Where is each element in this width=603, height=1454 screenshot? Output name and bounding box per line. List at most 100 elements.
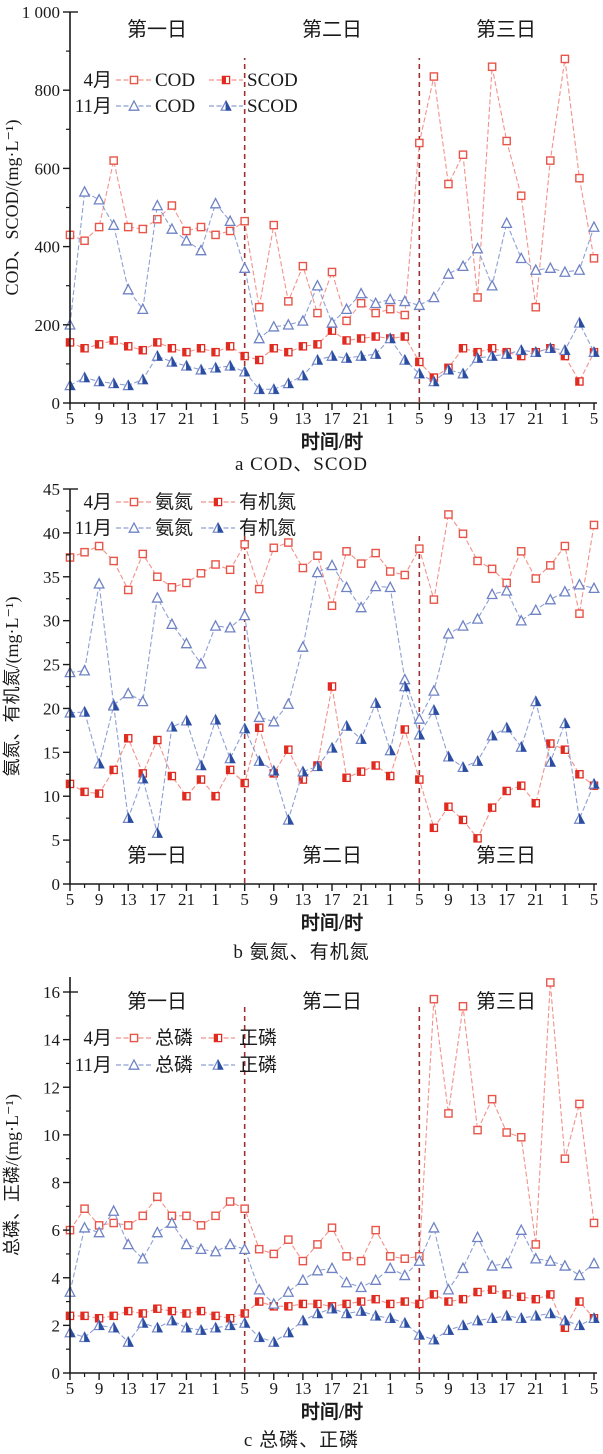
svg-text:4: 4 — [52, 1269, 61, 1288]
svg-text:30: 30 — [43, 612, 60, 631]
svg-text:10: 10 — [43, 1126, 60, 1145]
svg-text:1 000: 1 000 — [22, 3, 60, 22]
svg-text:氨氮: 氨氮 — [155, 517, 193, 539]
svg-text:13: 13 — [469, 890, 486, 909]
svg-text:17: 17 — [498, 890, 516, 909]
svg-text:13: 13 — [294, 890, 311, 909]
svg-text:10: 10 — [43, 787, 60, 806]
chart-a-caption: a COD、SCOD — [235, 454, 368, 475]
svg-text:第一日: 第一日 — [127, 18, 187, 41]
svg-text:17: 17 — [149, 890, 167, 909]
axes — [69, 11, 597, 404]
svg-text:正磷: 正磷 — [239, 1054, 277, 1076]
series-11月-氨氮 — [64, 558, 600, 727]
chart-c: 0 2 4 6 8 10 12 14 16 5 9 13 17 21 1 5 9 13 17 21 1 5 9 13 17 21 1… — [0, 966, 603, 1454]
svg-text:13: 13 — [469, 1379, 486, 1398]
svg-text:6: 6 — [52, 1221, 61, 1240]
svg-text:11月: 11月 — [75, 96, 112, 117]
svg-text:17: 17 — [149, 1379, 167, 1398]
svg-text:5: 5 — [415, 890, 424, 909]
day-labels: 第一日 第二日 第三日 — [127, 18, 536, 41]
svg-text:9: 9 — [444, 409, 453, 428]
svg-text:21: 21 — [353, 409, 370, 428]
svg-text:20: 20 — [43, 699, 60, 718]
svg-text:45: 45 — [43, 480, 60, 499]
svg-text:SCOD: SCOD — [247, 96, 298, 117]
svg-text:11月: 11月 — [75, 518, 112, 539]
x-axis-title: 时间/时 — [301, 912, 363, 934]
svg-text:13: 13 — [120, 1379, 137, 1398]
svg-text:40: 40 — [43, 524, 60, 543]
svg-text:13: 13 — [120, 890, 137, 909]
legend: 4月 COD SCOD 11月 COD SCOD — [75, 70, 298, 117]
day-divider-lines — [243, 1006, 421, 1372]
svg-text:17: 17 — [324, 409, 342, 428]
svg-text:21: 21 — [353, 890, 370, 909]
svg-text:0: 0 — [52, 875, 61, 894]
svg-text:17: 17 — [324, 890, 342, 909]
svg-text:5: 5 — [240, 890, 249, 909]
svg-text:5: 5 — [240, 409, 249, 428]
x-axis-ticks: 5 9 13 17 21 1 5 9 13 17 21 1 5 9 13 17 21 1 5 — [66, 1373, 598, 1398]
y-axis-ticks: 0 5 10 15 20 25 30 35 40 45 — [43, 480, 70, 894]
y-axis-title: 氨氮、有机氮/(mg·L⁻¹) — [2, 597, 23, 777]
svg-text:第一日: 第一日 — [127, 990, 187, 1013]
svg-text:第二日: 第二日 — [302, 990, 362, 1013]
svg-text:5: 5 — [415, 409, 424, 428]
svg-text:第三日: 第三日 — [476, 18, 536, 41]
svg-text:21: 21 — [527, 890, 544, 909]
series-11月-总磷 — [64, 1204, 600, 1309]
x-axis-title: 时间/时 — [301, 431, 363, 453]
svg-text:5: 5 — [590, 890, 599, 909]
svg-text:9: 9 — [270, 409, 279, 428]
svg-text:第三日: 第三日 — [476, 844, 536, 867]
svg-text:14: 14 — [43, 1031, 61, 1050]
svg-text:4月: 4月 — [83, 492, 112, 513]
svg-text:21: 21 — [527, 1379, 544, 1398]
svg-text:1: 1 — [211, 1379, 220, 1398]
svg-text:17: 17 — [324, 1379, 342, 1398]
y-axis-ticks: 0 2 4 6 8 10 12 14 16 — [43, 983, 70, 1383]
svg-text:0: 0 — [52, 394, 61, 413]
svg-text:9: 9 — [95, 409, 104, 428]
svg-text:氨氮: 氨氮 — [155, 491, 193, 513]
svg-text:21: 21 — [178, 890, 195, 909]
chart-a: 0 200 400 600 800 1 000 5 9 13 17 21 1 5 9 13 17 21 1 5 9 13… — [0, 0, 603, 478]
svg-text:5: 5 — [66, 1379, 75, 1398]
day-divider-lines — [243, 536, 421, 883]
svg-text:正磷: 正磷 — [239, 1027, 277, 1049]
series-4月-总磷 — [65, 978, 599, 1266]
y-axis-title: 总磷、正磷/(mg·L⁻¹) — [2, 1094, 23, 1256]
day-labels: 第一日 第二日 第三日 — [127, 844, 536, 867]
svg-text:9: 9 — [444, 1379, 453, 1398]
chart-b: 0 5 10 15 20 25 30 35 40 45 5 9 13 17 21 1 5 9 13 17 21 1 5 9 13… — [0, 478, 603, 966]
x-axis-ticks: 5 9 13 17 21 1 5 9 13 17 21 1 5 9 13 17 21 1 5 — [66, 884, 599, 909]
svg-text:COD: COD — [155, 70, 195, 91]
svg-text:4月: 4月 — [83, 1028, 112, 1049]
chart-b-caption: b 氨氮、有机氮 — [233, 942, 370, 963]
svg-text:1: 1 — [211, 890, 220, 909]
svg-text:17: 17 — [498, 409, 516, 428]
svg-text:1: 1 — [386, 1379, 395, 1398]
svg-text:5: 5 — [590, 409, 599, 428]
svg-text:9: 9 — [95, 1379, 104, 1398]
y-axis-title: COD、SCOD/(mg·L⁻¹) — [2, 120, 23, 296]
svg-text:2: 2 — [52, 1316, 61, 1335]
svg-text:第二日: 第二日 — [302, 844, 362, 867]
day-divider-lines — [243, 58, 421, 402]
svg-text:13: 13 — [294, 409, 311, 428]
svg-text:1: 1 — [561, 1379, 570, 1398]
svg-text:9: 9 — [444, 890, 453, 909]
series-4月-有机氮 — [65, 682, 599, 843]
y-axis-ticks: 0 200 400 600 800 1 000 — [22, 3, 70, 413]
svg-text:21: 21 — [353, 1379, 370, 1398]
series-11月-SCOD — [64, 316, 600, 395]
svg-text:200: 200 — [35, 316, 61, 335]
series-4月-COD — [65, 54, 599, 326]
svg-text:1: 1 — [386, 890, 395, 909]
